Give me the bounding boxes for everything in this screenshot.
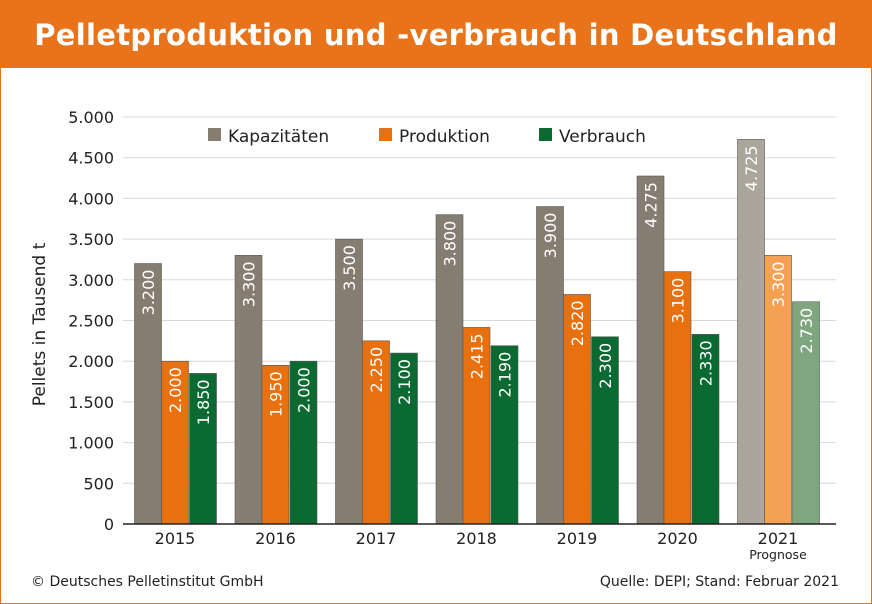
- bar-kapazitäten: [234, 255, 263, 525]
- bar-verbrauch: [591, 336, 619, 525]
- bar-kapazitäten: [335, 238, 363, 525]
- data-label: 1.850: [194, 379, 213, 425]
- x-tick-label: 2020: [657, 529, 698, 548]
- data-label: 4.725: [742, 145, 761, 191]
- bar-verbrauch: [390, 352, 418, 525]
- legend-label: Verbrauch: [559, 127, 646, 147]
- y-tick-label: 4.000: [68, 189, 114, 208]
- data-label: 2.730: [797, 308, 816, 354]
- bar-produktion: [563, 294, 591, 525]
- bar-produktion: [462, 327, 491, 525]
- bar-kapazitäten: [737, 139, 765, 525]
- bar-kapazitäten: [435, 214, 464, 525]
- y-tick-label: 3.000: [68, 271, 114, 290]
- y-axis-label: Pellets in Tausend t: [30, 242, 50, 406]
- data-label: 2.000: [166, 367, 185, 413]
- y-tick-label: 4.500: [68, 149, 114, 168]
- data-label: 2.415: [468, 333, 487, 379]
- bar-verbrauch: [691, 334, 720, 525]
- legend-swatch: [208, 128, 221, 141]
- legend-swatch: [379, 128, 392, 141]
- data-label: 3.900: [541, 213, 560, 259]
- y-tick-label: 1.500: [68, 393, 114, 412]
- x-tick-label: 2016: [255, 529, 296, 548]
- data-label: 2.820: [568, 300, 587, 346]
- bar-produktion: [764, 255, 792, 525]
- x-tick-label: 2021: [758, 529, 799, 548]
- bar-kapazitäten: [536, 206, 564, 525]
- bar-produktion: [261, 364, 290, 525]
- data-label: 3.100: [669, 278, 688, 324]
- data-label: 3.800: [441, 221, 460, 267]
- data-label: 2.250: [367, 347, 386, 393]
- title-bar: Pelletproduktion und -verbrauch in Deuts…: [1, 1, 871, 68]
- y-tick-label: 0: [104, 515, 114, 534]
- data-label: 1.950: [267, 371, 286, 417]
- data-label: 2.300: [596, 343, 615, 389]
- data-label: 3.200: [139, 270, 158, 316]
- y-tick-label: 1.000: [68, 434, 114, 453]
- bar-verbrauch: [490, 345, 519, 525]
- x-tick-label: 2015: [155, 529, 196, 548]
- legend-label: Produktion: [399, 127, 490, 147]
- data-label: 3.500: [340, 245, 359, 291]
- x-tick-label: 2019: [557, 529, 598, 548]
- y-tick-label: 2.500: [68, 312, 114, 331]
- y-tick-label: 5.000: [68, 108, 114, 127]
- data-label: 3.300: [240, 261, 259, 307]
- y-tick-label: 3.500: [68, 230, 114, 249]
- bar-verbrauch: [289, 360, 318, 525]
- data-label: 2.100: [395, 359, 414, 405]
- y-tick-label: 500: [83, 474, 114, 493]
- copyright-note: © Deutsches Pelletinstitut GmbH: [31, 574, 264, 590]
- data-label: 3.300: [769, 261, 788, 307]
- x-tick-label: 2017: [356, 529, 397, 548]
- bar-verbrauch: [792, 301, 820, 525]
- data-label: 2.330: [697, 340, 716, 386]
- y-tick-label: 2.000: [68, 352, 114, 371]
- legend-label: Kapazitäten: [228, 127, 329, 147]
- x-tick-sublabel: Prognose: [749, 547, 807, 562]
- bar-produktion: [663, 271, 692, 525]
- x-tick-label: 2018: [456, 529, 497, 548]
- data-label: 2.190: [496, 352, 515, 398]
- chart-title: Pelletproduktion und -verbrauch in Deuts…: [34, 17, 838, 52]
- source-note: Quelle: DEPI; Stand: Februar 2021: [599, 574, 839, 590]
- data-label: 2.000: [295, 367, 314, 413]
- bar-kapazitäten: [636, 175, 665, 525]
- data-label: 4.275: [642, 182, 661, 228]
- legend-swatch: [539, 128, 552, 141]
